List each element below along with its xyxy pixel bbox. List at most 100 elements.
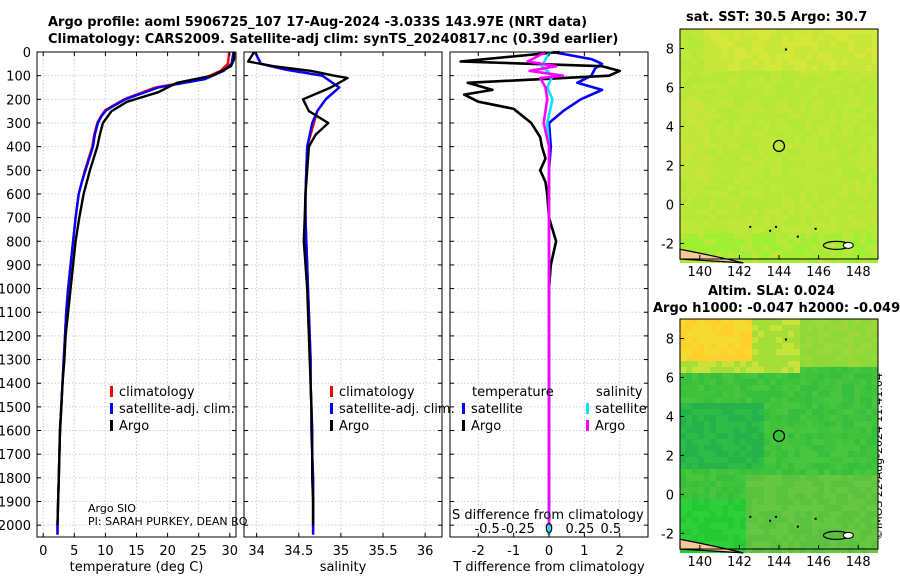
- map-cell: [842, 107, 848, 113]
- map-cell: [776, 511, 782, 517]
- map-cell: [728, 379, 734, 385]
- map-cell: [818, 367, 824, 373]
- map-cell: [722, 89, 728, 95]
- map-cell: [872, 53, 878, 59]
- map-cell: [866, 101, 872, 107]
- map-cell: [818, 221, 824, 227]
- map-cell: [794, 421, 800, 427]
- map-cell: [794, 319, 800, 325]
- map-cell: [836, 469, 842, 475]
- map-cell: [842, 523, 848, 529]
- map-cell: [746, 421, 752, 427]
- map-cell: [788, 161, 794, 167]
- map-cell: [698, 409, 704, 415]
- map-cell: [704, 161, 710, 167]
- map-cell: [830, 131, 836, 137]
- map-cell: [758, 433, 764, 439]
- map-cell: [716, 203, 722, 209]
- map-cell: [776, 475, 782, 481]
- map-cell: [854, 325, 860, 331]
- map-cell: [752, 179, 758, 185]
- map-cell: [686, 475, 692, 481]
- map-cell: [734, 409, 740, 415]
- map-cell: [722, 421, 728, 427]
- map-cell: [740, 137, 746, 143]
- map-cell: [800, 355, 806, 361]
- map-cell: [692, 167, 698, 173]
- map-cell: [722, 95, 728, 101]
- map-cell: [782, 493, 788, 499]
- map-cell: [800, 403, 806, 409]
- map-cell: [698, 239, 704, 245]
- map-cell: [764, 547, 770, 553]
- map-cell: [836, 221, 842, 227]
- map-cell: [716, 421, 722, 427]
- map-cell: [854, 409, 860, 415]
- map-cell: [704, 403, 710, 409]
- map-cell: [692, 125, 698, 131]
- map-cell: [704, 385, 710, 391]
- map-cell: [686, 209, 692, 215]
- map-cell: [800, 487, 806, 493]
- map-cell: [848, 53, 854, 59]
- map-cell: [872, 107, 878, 113]
- map-cell: [722, 343, 728, 349]
- map-cell: [692, 487, 698, 493]
- map-cell: [752, 191, 758, 197]
- map-cell: [728, 475, 734, 481]
- map-cell: [698, 131, 704, 137]
- map-cell: [830, 523, 836, 529]
- map-cell: [824, 373, 830, 379]
- x-axis-label: temperature (deg C): [70, 560, 204, 575]
- map-cell: [692, 439, 698, 445]
- map-cell: [818, 227, 824, 233]
- map-cell: [830, 397, 836, 403]
- map-cell: [836, 113, 842, 119]
- map-cell: [806, 403, 812, 409]
- map-cell: [776, 481, 782, 487]
- map-cell: [680, 505, 686, 511]
- map-cell: [824, 83, 830, 89]
- map-cell: [758, 197, 764, 203]
- map-cell: [698, 41, 704, 47]
- map-cell: [788, 385, 794, 391]
- map-cell: [734, 523, 740, 529]
- map-cell: [806, 221, 812, 227]
- map-cell: [746, 319, 752, 325]
- map-cell: [836, 257, 842, 263]
- map-cell: [686, 47, 692, 53]
- map-cell: [836, 107, 842, 113]
- map-sst_map: [680, 29, 878, 263]
- map-cell: [788, 227, 794, 233]
- map-cell: [722, 35, 728, 41]
- map-cell: [740, 155, 746, 161]
- map-cell: [824, 77, 830, 83]
- map-cell: [842, 65, 848, 71]
- map-cell: [698, 65, 704, 71]
- map-cell: [716, 529, 722, 535]
- map-cell: [776, 331, 782, 337]
- map-cell: [728, 101, 734, 107]
- map-cell: [842, 481, 848, 487]
- map-cell: [860, 373, 866, 379]
- map-cell: [752, 517, 758, 523]
- map-cell: [722, 197, 728, 203]
- map-cell: [860, 535, 866, 541]
- map-cell: [698, 385, 704, 391]
- map-cell: [824, 475, 830, 481]
- map-cell: [716, 143, 722, 149]
- map-cell: [872, 481, 878, 487]
- map-cell: [698, 511, 704, 517]
- map-cell: [806, 355, 812, 361]
- map-cell: [842, 343, 848, 349]
- map-cell: [872, 529, 878, 535]
- map-x-tick-label: 144: [767, 265, 792, 280]
- map-cell: [800, 101, 806, 107]
- map-cell: [824, 209, 830, 215]
- map-cell: [698, 505, 704, 511]
- map-cell: [848, 319, 854, 325]
- map-cell: [806, 415, 812, 421]
- map-cell: [740, 397, 746, 403]
- map-cell: [704, 65, 710, 71]
- map-cell: [824, 319, 830, 325]
